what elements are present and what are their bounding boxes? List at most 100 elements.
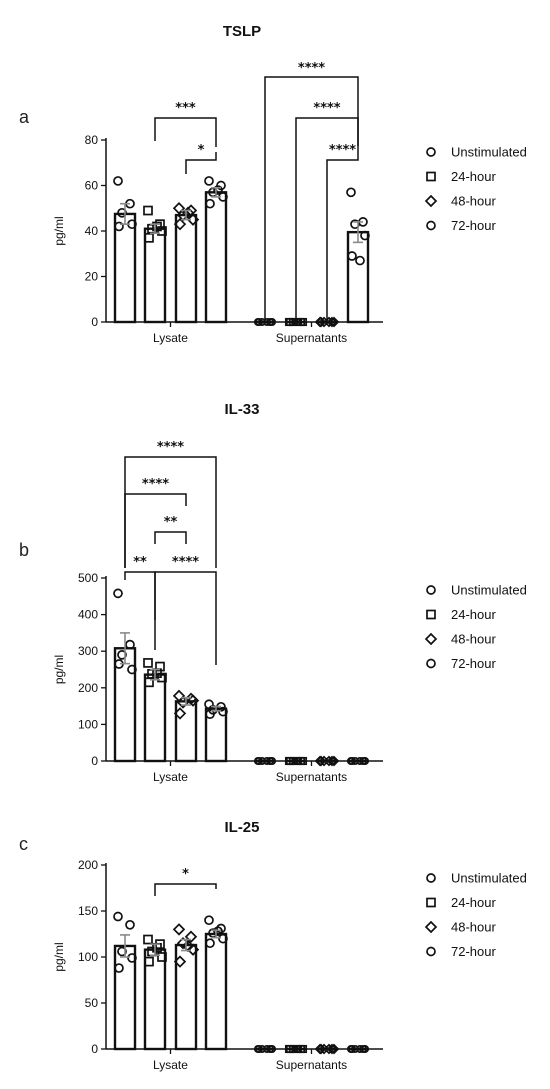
legend-label: 72-hour [451, 944, 496, 959]
data-point [113, 176, 123, 186]
data-point [285, 756, 295, 766]
data-point [285, 317, 295, 327]
data-point [315, 1043, 327, 1055]
data-point [218, 933, 228, 944]
data-point [186, 943, 200, 956]
legend-marker [426, 171, 436, 182]
legend-marker [426, 873, 436, 883]
data-point [204, 915, 214, 926]
data-point [350, 1044, 360, 1054]
y-tick-label: 200 [78, 858, 98, 872]
y-tick-label: 0 [91, 754, 98, 768]
x-category-label: Supernatants [276, 1058, 347, 1072]
data-point [267, 756, 277, 766]
data-point [117, 207, 127, 218]
chart-title-tslp: TSLP [223, 23, 261, 40]
bar [174, 213, 198, 324]
data-point [173, 707, 187, 720]
y-tick-label: 0 [91, 315, 98, 329]
panel-letter-c: c [19, 834, 28, 854]
data-point [213, 926, 223, 937]
data-point [267, 317, 277, 327]
significance-label: **** [329, 143, 356, 158]
significance-label: **** [313, 101, 340, 116]
significance-bracket [124, 456, 217, 568]
significance-label: **** [172, 555, 199, 570]
legend-marker [426, 585, 436, 595]
legend-marker [426, 897, 436, 908]
legend-label: 48-hour [451, 920, 496, 935]
y-tick-label: 40 [85, 224, 99, 238]
data-point [143, 658, 153, 668]
data-point [143, 934, 153, 945]
data-point [152, 221, 162, 232]
y-tick-label: 50 [85, 996, 99, 1010]
y-tick-label: 300 [78, 644, 98, 658]
data-point [157, 952, 167, 962]
panel-letter-b: b [19, 540, 29, 560]
legend-label: 24-hour [451, 607, 496, 622]
significance-bracket [326, 146, 359, 322]
data-point [360, 230, 370, 241]
legend-label: 24-hour [451, 169, 496, 184]
data-point [298, 317, 308, 327]
legend-label: Unstimulated [451, 871, 527, 886]
data-point [326, 1043, 338, 1055]
data-point [254, 1044, 264, 1054]
significance-label: * [198, 143, 205, 158]
legend-label: 24-hour [451, 895, 496, 910]
data-point [262, 1044, 272, 1054]
legend-marker [426, 147, 436, 157]
bar [204, 191, 228, 324]
panel-b-chart: 0 100 200 300 400 500 pg/ml Lysate Supernatants *… [52, 440, 527, 784]
significance-bracket [124, 493, 187, 568]
data-point [298, 1044, 308, 1054]
significance-bracket [154, 531, 187, 544]
y-tick-label: 80 [85, 133, 99, 147]
data-point [144, 232, 154, 243]
data-point [205, 938, 215, 949]
significance-label: **** [298, 61, 325, 76]
significance-label: * [182, 867, 189, 882]
y-tick-label: 400 [78, 608, 98, 622]
data-point [143, 205, 153, 216]
y-axis-title: pg/ml [52, 216, 66, 245]
data-point [117, 650, 127, 660]
data-point [257, 1044, 267, 1054]
panel-letter-a: a [19, 107, 30, 127]
significance-label: **** [157, 440, 184, 455]
significance-bracket [124, 571, 156, 620]
data-point [172, 923, 186, 936]
data-point [144, 956, 154, 967]
data-point [315, 316, 327, 328]
chart-title-il33: IL-33 [224, 401, 259, 418]
data-point [347, 1044, 357, 1054]
significance-label: ** [164, 515, 178, 530]
data-point [213, 185, 223, 195]
data-point [127, 953, 137, 963]
bar [143, 673, 167, 763]
data-point [323, 1043, 335, 1055]
data-point [144, 677, 154, 688]
bar [143, 227, 167, 324]
y-axis-title: pg/ml [52, 942, 66, 971]
x-category-label: Lysate [153, 770, 188, 784]
data-point [117, 946, 127, 957]
data-point [205, 198, 215, 209]
data-point [360, 756, 370, 766]
data-point [355, 255, 365, 266]
x-category-label: Supernatants [276, 770, 347, 784]
data-point [173, 955, 187, 968]
significance-label: **** [142, 477, 169, 492]
y-tick-label: 20 [85, 270, 99, 284]
data-point [184, 930, 198, 943]
data-point [315, 755, 327, 767]
data-point [346, 187, 356, 198]
y-tick-label: 60 [85, 179, 99, 193]
y-tick-label: 150 [78, 904, 98, 918]
data-point [350, 219, 360, 230]
data-point [298, 756, 308, 766]
data-point [267, 1044, 277, 1054]
data-point [323, 316, 335, 328]
